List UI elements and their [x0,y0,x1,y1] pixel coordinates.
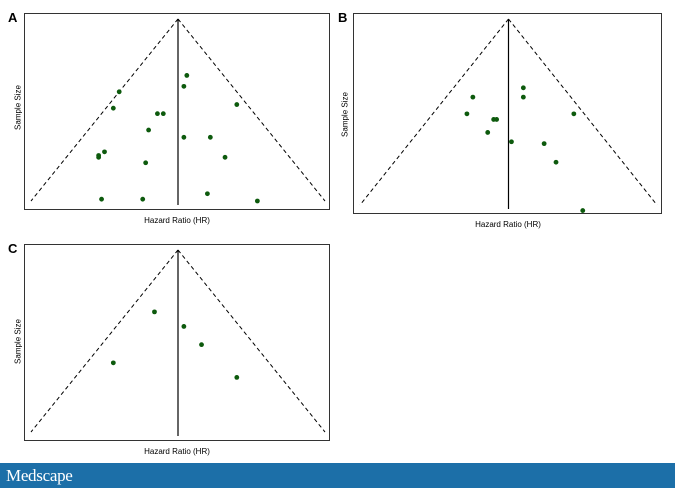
study-point-3 [199,342,204,348]
study-point-4 [464,111,470,117]
study-point-10 [207,134,213,140]
study-point-3 [520,94,526,100]
study-point-6 [155,111,160,117]
study-point-4 [234,102,240,107]
study-point-2 [181,83,187,89]
study-point-11 [553,159,559,165]
funnel-right-boundary [508,18,658,206]
medscape-logo[interactable]: Medscape [6,466,73,485]
study-point-17 [99,196,104,202]
study-point-7 [494,117,500,122]
funnel-right-boundary [177,18,326,202]
panel-c-xlabel: Hazard Ratio (HR) [144,447,210,456]
panel-a-letter: A [8,10,18,25]
funnel-a-svg [30,18,326,205]
study-point-18 [140,196,146,202]
study-point-14 [222,154,228,160]
panel-c-letter: C [8,241,18,256]
study-point-5 [234,375,240,380]
funnel-plot-c [24,244,330,441]
study-point-16 [205,191,210,197]
funnel-plot-b [353,13,662,214]
funnel-plot-a [24,13,330,210]
study-point-3 [116,89,122,95]
panel-b-xlabel: Hazard Ratio (HR) [475,220,541,229]
study-point-8 [485,130,491,135]
study-point-5 [571,111,577,117]
study-point-8 [146,127,151,133]
study-point-19 [254,198,260,204]
study-point-1 [184,73,190,78]
medscape-footer-bar: Medscape [0,463,675,488]
study-point-15 [143,160,149,166]
study-point-1 [152,309,157,315]
study-point-10 [541,141,547,147]
study-point-13 [96,154,102,160]
funnel-c-svg [30,249,326,436]
study-point-2 [470,94,476,100]
study-point-5 [110,105,116,111]
study-point-9 [181,134,187,140]
funnel-left-boundary [359,18,509,206]
study-point-12 [580,208,586,213]
panel-b-ylabel: Sample Size [340,92,350,137]
funnel-left-boundary [30,18,179,202]
funnel-right-boundary [177,249,326,433]
panel-a-ylabel: Sample Size [13,85,23,130]
panel-c-ylabel: Sample Size [13,319,23,364]
study-point-2 [181,324,187,329]
panel-a-xlabel: Hazard Ratio (HR) [144,216,210,225]
study-point-1 [520,85,526,91]
study-point-4 [110,360,116,366]
funnel-left-boundary [30,249,179,433]
study-point-9 [509,139,514,145]
funnel-b-svg [359,18,658,213]
study-point-11 [102,149,107,155]
panel-b-letter: B [338,10,348,25]
study-point-7 [160,111,166,117]
